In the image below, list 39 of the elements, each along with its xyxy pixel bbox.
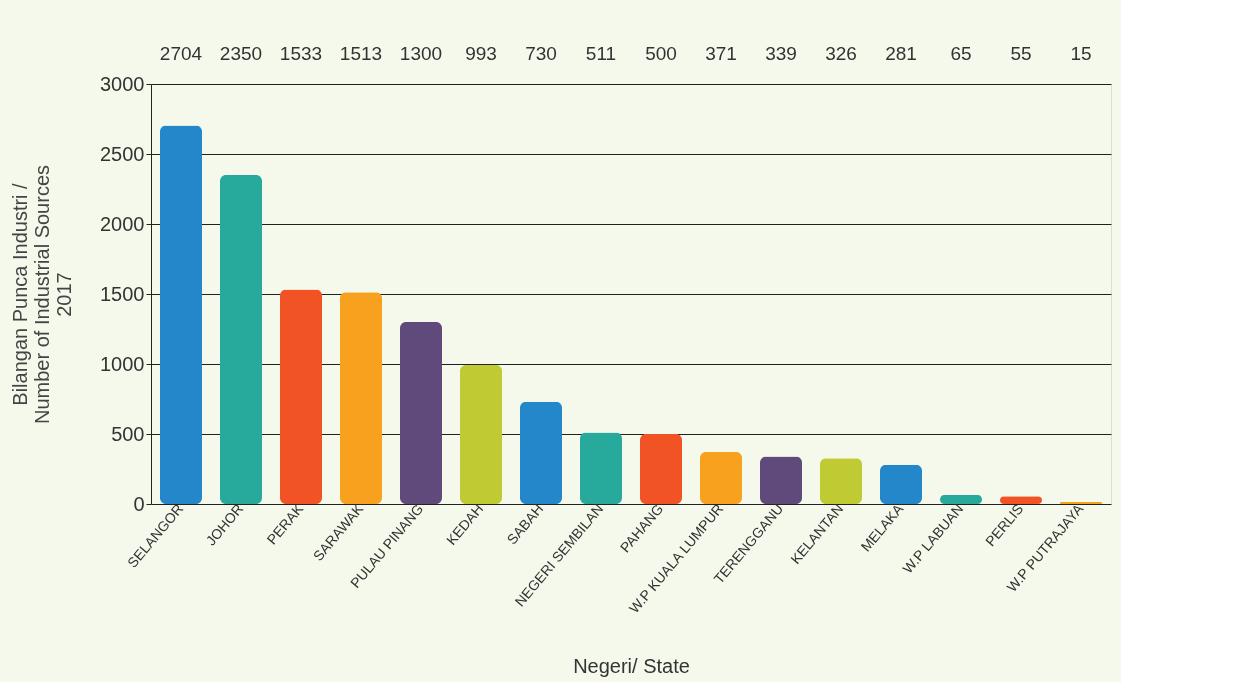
- bar: [1060, 501, 1102, 504]
- bar: [280, 289, 322, 504]
- bar: [400, 322, 442, 504]
- data-label: 2704: [159, 43, 203, 64]
- bar: [820, 458, 862, 504]
- y-tick-label: 500: [111, 422, 145, 445]
- y-axis-title: Bilangan Punca Industri / Number of Industrial Sources 2017: [9, 164, 76, 425]
- bar: [340, 292, 382, 504]
- data-label: 371: [705, 43, 737, 64]
- bar: [580, 432, 622, 504]
- data-label: 1513: [339, 43, 383, 64]
- data-label: 993: [465, 43, 497, 64]
- data-label: 730: [525, 43, 557, 64]
- data-label: 1533: [279, 43, 323, 64]
- bar: [880, 464, 922, 504]
- bar: [520, 401, 562, 504]
- data-label: 339: [765, 43, 797, 64]
- bar: [940, 494, 982, 504]
- bar: [760, 456, 802, 504]
- bar: [160, 125, 202, 504]
- data-label: 326: [825, 43, 857, 64]
- data-label: 2350: [219, 43, 263, 64]
- data-label: 511: [585, 43, 617, 64]
- data-label: 65: [950, 43, 972, 64]
- bar: [700, 452, 742, 504]
- data-label: 281: [885, 43, 917, 64]
- y-tick-label: 1500: [100, 282, 145, 305]
- x-axis-title: Negeri/ State: [573, 655, 690, 678]
- data-label: 15: [1070, 43, 1092, 64]
- data-label: 55: [1010, 43, 1032, 64]
- y-tick-label: 2500: [100, 142, 145, 165]
- data-label: 500: [645, 43, 677, 64]
- bar: [640, 434, 682, 504]
- bar: [220, 175, 262, 504]
- y-tick-label: 1000: [100, 352, 145, 375]
- y-tick-label: 3000: [100, 72, 145, 95]
- y-tick-label: 2000: [100, 212, 145, 235]
- data-label: 1300: [399, 43, 443, 64]
- bar: [460, 364, 502, 504]
